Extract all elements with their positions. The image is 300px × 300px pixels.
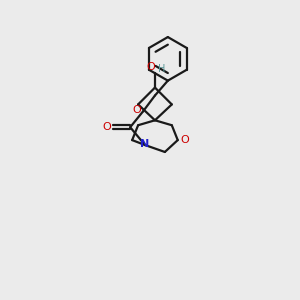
Text: O: O xyxy=(147,62,155,72)
Text: O: O xyxy=(133,105,142,116)
Text: H: H xyxy=(158,64,166,74)
Text: O: O xyxy=(102,122,111,132)
Text: N: N xyxy=(140,139,150,149)
Text: O: O xyxy=(180,135,189,145)
